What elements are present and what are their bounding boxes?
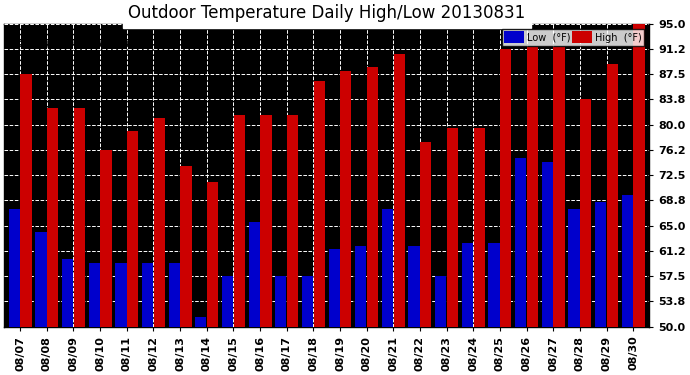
Bar	[302, 276, 313, 327]
Bar	[88, 263, 100, 327]
Bar	[47, 108, 58, 327]
Bar	[328, 249, 339, 327]
Bar	[382, 209, 393, 327]
Bar	[287, 115, 298, 327]
Bar	[340, 71, 351, 327]
Bar	[420, 141, 431, 327]
Bar	[622, 195, 633, 327]
Bar	[127, 132, 138, 327]
Bar	[489, 243, 500, 327]
Bar	[180, 166, 192, 327]
Bar	[355, 246, 366, 327]
Bar	[35, 232, 46, 327]
Bar	[607, 64, 618, 327]
Bar	[62, 260, 73, 327]
Bar	[100, 150, 112, 327]
Bar	[195, 316, 206, 327]
Bar	[580, 99, 591, 327]
Bar	[473, 128, 485, 327]
Bar	[9, 209, 20, 327]
Title: Outdoor Temperature Daily High/Low 20130831: Outdoor Temperature Daily High/Low 20130…	[128, 4, 525, 22]
Bar	[74, 108, 85, 327]
Bar	[595, 202, 607, 327]
Bar	[21, 74, 32, 327]
Bar	[168, 263, 180, 327]
Bar	[542, 162, 553, 327]
Bar	[142, 263, 153, 327]
Legend: Low  (°F), High  (°F): Low (°F), High (°F)	[502, 28, 644, 46]
Bar	[275, 276, 286, 327]
Bar	[462, 243, 473, 327]
Bar	[447, 128, 458, 327]
Bar	[553, 47, 564, 327]
Bar	[527, 47, 538, 327]
Bar	[515, 158, 526, 327]
Bar	[367, 68, 378, 327]
Bar	[408, 246, 420, 327]
Bar	[633, 24, 644, 327]
Bar	[500, 49, 511, 327]
Bar	[154, 118, 165, 327]
Bar	[207, 182, 218, 327]
Bar	[248, 222, 259, 327]
Bar	[260, 115, 271, 327]
Bar	[115, 263, 126, 327]
Bar	[234, 115, 245, 327]
Bar	[569, 209, 580, 327]
Bar	[222, 276, 233, 327]
Bar	[435, 276, 446, 327]
Text: Copyright 2013 Cartronics.com: Copyright 2013 Cartronics.com	[10, 39, 163, 49]
Bar	[393, 54, 405, 327]
Bar	[314, 81, 325, 327]
